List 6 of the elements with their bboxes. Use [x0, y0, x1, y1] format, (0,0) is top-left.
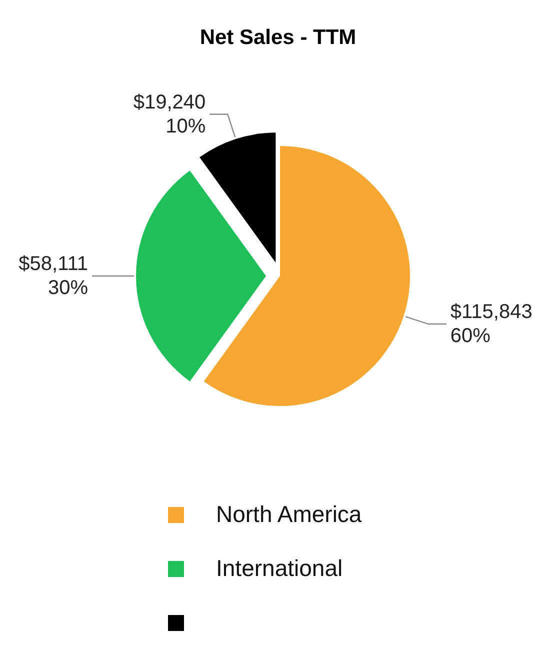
- data-label: $19,240 10%: [133, 91, 206, 138]
- legend-label: International: [216, 555, 343, 581]
- legend-label: North America: [216, 501, 362, 527]
- data-label: $58,111 30%: [18, 252, 88, 299]
- chart-title: Net Sales - TTM: [200, 26, 356, 49]
- data-label: $115,843 60%: [450, 301, 532, 348]
